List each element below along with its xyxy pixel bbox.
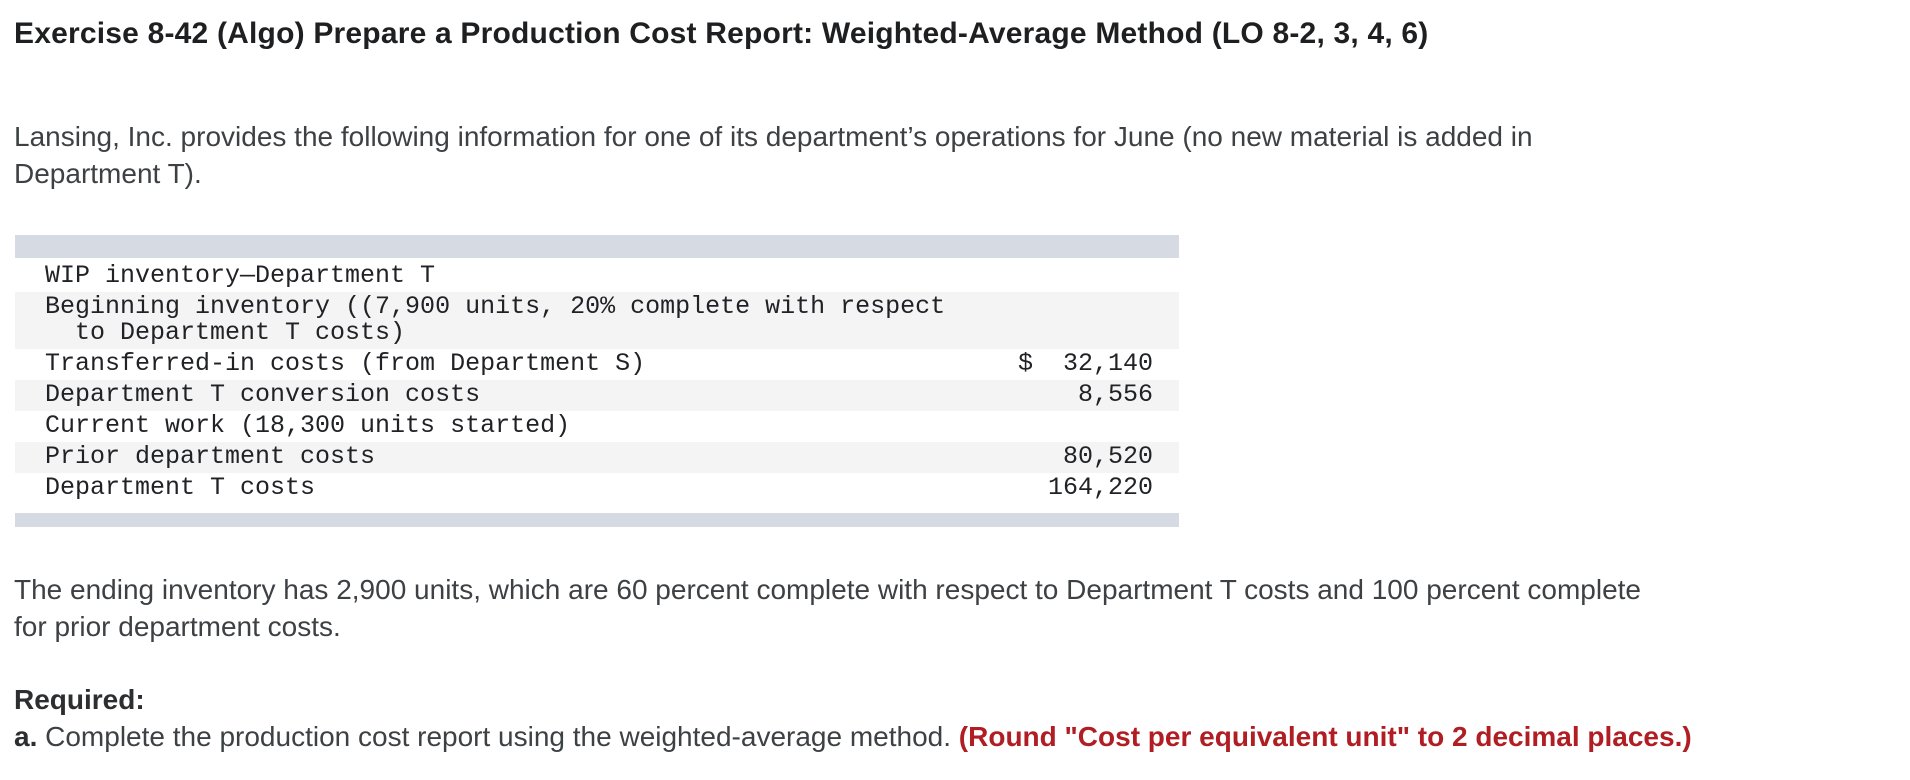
table-row: Current work (18,300 units started) (15, 411, 1179, 442)
rounding-note: (Round "Cost per equivalent unit" to 2 d… (958, 721, 1692, 752)
row-label: WIP inventory—Department T (45, 261, 436, 290)
intro-line: Lansing, Inc. provides the following inf… (14, 121, 1533, 152)
required-item-text: Complete the production cost report usin… (37, 721, 959, 752)
row-amount: 164,220 (1047, 473, 1153, 502)
table-row: WIP inventory—Department T (15, 261, 1179, 292)
table-row: Transferred-in costs (from Department S)… (15, 349, 1179, 380)
table-row: Department T conversion costs 8,556 (15, 380, 1179, 411)
table-row: Beginning inventory ((7,900 units, 20% c… (15, 292, 1179, 349)
wip-inventory-table: WIP inventory—Department T Beginning inv… (15, 235, 1179, 527)
required-item-a: a. Complete the production cost report u… (14, 718, 1910, 755)
row-label: Department T conversion costs (45, 380, 481, 409)
table-row: Prior department costs 80,520 (15, 442, 1179, 473)
row-label: Department T costs (45, 473, 316, 502)
row-label: Transferred-in costs (from Department S) (45, 349, 646, 378)
ending-line: for prior department costs. (14, 611, 341, 642)
intro-line: Department T). (14, 158, 202, 189)
table-row: Department T costs 164,220 (15, 473, 1179, 504)
intro-paragraph: Lansing, Inc. provides the following inf… (14, 118, 1910, 192)
ending-line: The ending inventory has 2,900 units, wh… (14, 574, 1642, 605)
ending-inventory-paragraph: The ending inventory has 2,900 units, wh… (14, 571, 1910, 645)
required-heading: Required: (14, 684, 145, 715)
row-label: Current work (18,300 units started) (45, 411, 571, 440)
row-amount: 8,556 (1077, 380, 1153, 409)
row-amount: $ 32,140 (1017, 349, 1153, 378)
row-label: Prior department costs (45, 442, 376, 471)
row-label: Beginning inventory ((7,900 units, 20% c… (45, 292, 946, 347)
row-amount: 80,520 (1062, 442, 1153, 471)
table-footer-bar (15, 513, 1179, 527)
table-header-bar (15, 235, 1179, 258)
page-title: Exercise 8-42 (Algo) Prepare a Productio… (14, 17, 1429, 50)
table-rows: WIP inventory—Department T Beginning inv… (15, 258, 1179, 504)
required-item-prefix: a. (14, 721, 38, 752)
